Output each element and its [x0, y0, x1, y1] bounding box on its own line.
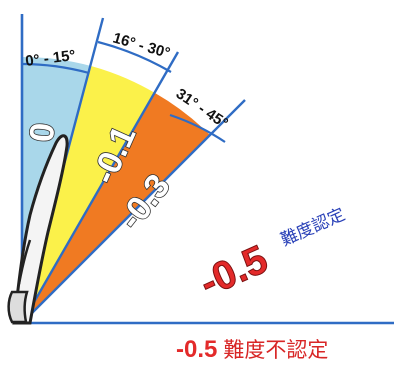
arc-0-15 — [21, 62, 90, 75]
arc-label-0-15: 0° - 15° — [24, 47, 76, 70]
zone-value-0-15: 0 — [23, 121, 63, 144]
certified-value: -0.5 — [193, 237, 274, 305]
sector-16-30 — [22, 66, 155, 323]
line-45-degrees — [21, 99, 246, 324]
line-30-degrees — [20, 51, 180, 324]
not-certified-value: -0.5 — [176, 336, 218, 363]
not-certified-label: -0.5 難度不認定 — [176, 334, 328, 364]
sector-31-45 — [22, 93, 210, 323]
arc-31-45 — [169, 113, 226, 143]
not-certified-text: 難度不認定 — [223, 338, 329, 362]
figure-icon — [7, 134, 69, 325]
certified-text: 難度認定 — [278, 205, 348, 251]
